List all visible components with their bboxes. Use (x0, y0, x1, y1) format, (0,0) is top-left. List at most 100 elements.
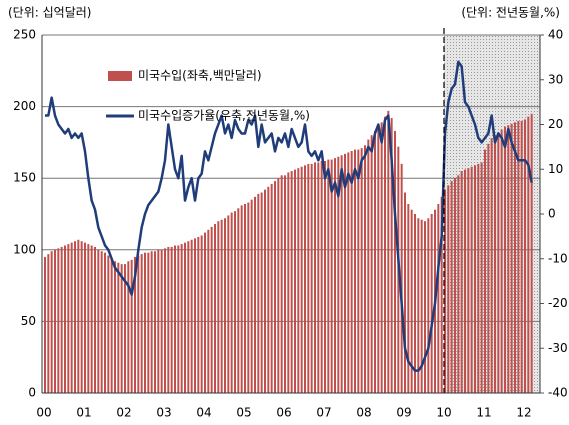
bar (47, 254, 50, 393)
y2-tick-label: -10 (548, 251, 568, 265)
bar (74, 241, 76, 393)
bar (257, 193, 260, 393)
bar (317, 162, 320, 393)
bar (470, 166, 473, 393)
bar (424, 221, 426, 393)
bar (430, 214, 433, 393)
bar (297, 168, 300, 393)
x-tick-label: 10 (436, 406, 451, 420)
bar (207, 229, 210, 393)
bar (140, 254, 143, 393)
y-tick-label: 50 (21, 314, 36, 328)
bar (514, 122, 516, 394)
y-tick-label: 150 (13, 171, 36, 185)
x-tick-label: 01 (76, 406, 91, 420)
bar (284, 175, 286, 393)
bar (497, 132, 500, 393)
bar (110, 258, 113, 393)
y2-tick-label: -30 (548, 341, 568, 355)
bar (117, 262, 120, 393)
bar (490, 138, 493, 393)
bar (277, 178, 280, 393)
bar (164, 248, 166, 393)
bar (227, 215, 230, 393)
bar (197, 236, 200, 393)
bar (234, 211, 236, 393)
bar (167, 246, 170, 393)
bar (360, 148, 363, 393)
bar (437, 203, 440, 393)
bar (217, 221, 220, 393)
bar (520, 120, 523, 394)
bar (64, 245, 66, 393)
bar (444, 189, 446, 393)
bar (87, 244, 90, 393)
y2-tick-label: 20 (548, 117, 563, 131)
bar (524, 119, 526, 393)
bar (367, 139, 370, 393)
bar (124, 264, 126, 393)
bar (134, 256, 136, 393)
x-tick-label: 12 (516, 406, 531, 420)
bar (530, 113, 533, 393)
y2-tick-label: 10 (548, 162, 563, 176)
bar (474, 165, 476, 393)
bar (457, 175, 460, 393)
bar (504, 126, 506, 393)
bar (380, 122, 383, 394)
bar (220, 219, 223, 393)
bar (254, 196, 256, 393)
bar (137, 255, 140, 393)
bar (247, 202, 250, 393)
bar (150, 251, 153, 393)
y2-tick-label: -20 (548, 296, 568, 310)
y-tick-label: 100 (13, 242, 36, 256)
bar (320, 161, 323, 393)
legend-label: 미국수입증가율(우축,전년동월,%) (138, 109, 310, 123)
bar (240, 205, 243, 393)
bar (420, 219, 423, 393)
bar (410, 209, 413, 393)
bar (330, 159, 333, 393)
bar (304, 165, 306, 393)
bar (484, 149, 486, 393)
bar (354, 149, 356, 393)
legend-label: 미국수입(좌축,백만달러) (138, 69, 262, 83)
bar (77, 239, 80, 393)
bar (160, 249, 163, 393)
bar (274, 181, 276, 393)
bar (264, 189, 266, 393)
bar (57, 248, 60, 393)
bar (407, 203, 410, 393)
x-tick-label: 03 (156, 406, 171, 420)
bar (390, 118, 393, 393)
bar (157, 249, 160, 393)
y2-tick-label: 0 (548, 207, 556, 221)
bar (307, 163, 310, 393)
bar (300, 166, 303, 393)
bar (344, 153, 346, 393)
bar (194, 238, 196, 393)
y-tick-label: 250 (13, 28, 36, 42)
x-tick-label: 04 (196, 406, 211, 420)
bar (370, 135, 373, 394)
bar (327, 159, 330, 393)
bar (127, 261, 130, 393)
bar (100, 251, 103, 393)
bar (347, 152, 350, 393)
y-tick-label: 200 (13, 99, 36, 113)
x-tick-label: 07 (316, 406, 331, 420)
bar (414, 214, 416, 393)
bar (467, 168, 470, 393)
bar (517, 120, 520, 394)
bar (487, 143, 490, 393)
bar (384, 116, 386, 394)
bar (44, 256, 46, 393)
bar (50, 251, 53, 393)
bar (60, 246, 63, 393)
x-tick-label: 02 (116, 406, 131, 420)
bar (480, 162, 483, 393)
bar (450, 181, 453, 393)
bar (404, 192, 406, 393)
